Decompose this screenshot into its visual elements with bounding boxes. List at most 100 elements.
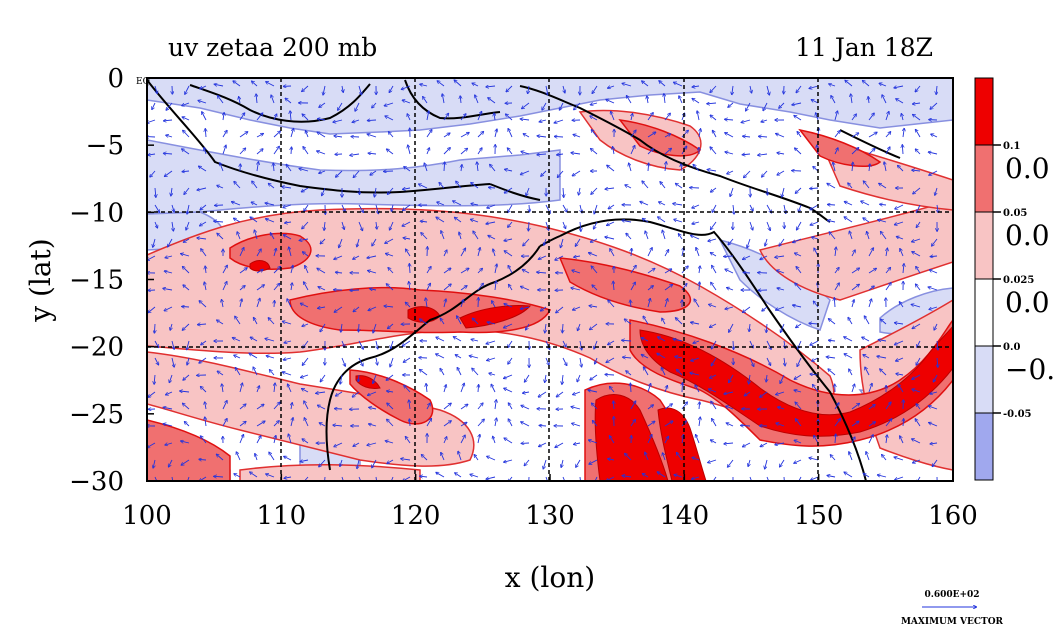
wind-vector-arrow: [441, 231, 445, 240]
wind-vector-arrow: [317, 269, 326, 274]
y-tick-label: −30: [69, 467, 124, 497]
wind-vector-arrow: [699, 282, 700, 291]
wind-vector-arrow: [376, 357, 377, 365]
wind-vector-arrow: [749, 374, 750, 383]
wind-vector-arrow: [795, 440, 802, 444]
wind-vector-arrow: [303, 357, 309, 365]
wind-vector-arrow: [386, 254, 394, 257]
wind-vector-arrow: [827, 475, 836, 477]
wind-vector-arrow: [784, 357, 785, 365]
wind-vector-arrow: [630, 401, 636, 410]
wind-vector-arrow: [643, 219, 649, 223]
wind-vector-arrow: [454, 80, 462, 87]
wind-vector-arrow: [795, 374, 802, 379]
wind-vector-arrow: [268, 318, 275, 325]
wind-vector-arrow: [912, 374, 921, 379]
wind-vector-arrow: [240, 299, 242, 308]
wind-vector-arrow: [386, 374, 394, 380]
wind-vector-arrow: [885, 132, 890, 138]
wind-vector-arrow: [318, 119, 326, 120]
wind-vector-arrow: [358, 221, 362, 230]
wind-vector-arrow: [273, 402, 280, 410]
wind-vector-arrow: [708, 459, 717, 463]
wind-vector-arrow: [403, 100, 411, 104]
wind-vector-arrow: [153, 459, 155, 468]
wind-vector-arrow: [674, 475, 683, 478]
wind-vector-arrow: [912, 252, 921, 257]
wind-vector-arrow: [250, 472, 258, 478]
wind-vector-arrow: [273, 114, 277, 121]
wind-vector-arrow: [217, 454, 224, 461]
wind-vector-arrow: [256, 249, 261, 257]
wind-vector-arrow: [631, 249, 632, 257]
wind-vector-arrow: [420, 476, 428, 477]
wind-vector-arrow: [868, 149, 875, 155]
wind-vector-arrow: [357, 459, 360, 468]
wind-vector-arrow: [573, 170, 581, 176]
wind-vector-arrow: [200, 85, 207, 89]
wind-vector-arrow: [420, 319, 428, 325]
wind-vector-arrow: [580, 204, 582, 212]
wind-vector-arrow: [558, 170, 564, 177]
wind-vector-arrow: [658, 217, 666, 223]
wind-vector-arrow: [354, 306, 360, 311]
wind-vector-arrow: [495, 129, 497, 138]
wind-vector-arrow: [571, 407, 581, 410]
wind-vector-arrow: [935, 187, 938, 195]
wind-vector-arrow: [657, 354, 666, 359]
wind-vector-arrow: [490, 165, 496, 172]
wind-vector-arrow: [423, 97, 428, 104]
wind-vector-arrow: [828, 369, 836, 376]
wind-vector-arrow: [274, 383, 275, 393]
wind-vector-arrow: [368, 271, 377, 274]
wind-vector-arrow: [562, 221, 565, 228]
wind-vector-arrow: [917, 221, 921, 227]
wind-vector-arrow: [578, 323, 581, 330]
wind-vector-arrow: [929, 406, 938, 410]
wind-vector-arrow: [710, 147, 717, 155]
wind-vector-arrow: [743, 306, 751, 312]
wind-vector-arrow: [885, 402, 891, 410]
wind-vector-arrow: [556, 306, 564, 313]
wind-vector-arrow: [254, 230, 258, 240]
wind-vector-arrow: [265, 339, 275, 342]
wind-vector-arrow: [473, 318, 479, 325]
wind-vector-arrow: [780, 459, 785, 467]
wind-vector-arrow: [358, 323, 359, 331]
wind-vector-arrow: [877, 356, 887, 358]
wind-vector-arrow: [154, 357, 158, 365]
wind-vector-arrow: [682, 435, 683, 444]
wind-vector-arrow: [256, 113, 262, 121]
wind-vector-arrow: [222, 131, 227, 138]
wind-vector-arrow: [486, 476, 496, 479]
wind-vector-arrow: [321, 374, 326, 381]
wind-vector-arrow: [287, 299, 292, 308]
wind-vector-arrow: [916, 130, 921, 138]
wind-vector-arrow: [182, 102, 190, 106]
wind-vector-arrow: [375, 204, 378, 213]
wind-vector-arrow: [408, 145, 411, 155]
wind-vector-arrow: [868, 435, 873, 444]
wind-vector-arrow: [250, 217, 258, 223]
wind-vector-arrow: [648, 164, 649, 172]
wind-vector-arrow: [455, 473, 462, 478]
wind-vector-arrow: [256, 404, 264, 410]
wind-vector-arrow: [810, 204, 819, 210]
wind-vector-arrow: [761, 442, 768, 446]
wind-vector-arrow: [544, 238, 546, 245]
wind-vector-arrow: [934, 323, 938, 330]
wind-vector-arrow: [495, 400, 496, 410]
wind-vector-arrow: [681, 284, 687, 291]
wind-vector-arrow: [810, 188, 819, 189]
wind-vector-arrow: [865, 316, 870, 325]
wind-vector-arrow: [728, 238, 734, 245]
wind-vector-arrow: [508, 129, 513, 138]
wind-vector-arrow: [341, 323, 342, 332]
wind-vector-arrow: [896, 99, 904, 104]
wind-vector-arrow: [521, 170, 530, 174]
wind-vector-arrow: [761, 120, 768, 122]
wind-vector-arrow: [154, 340, 158, 347]
wind-vector-arrow: [477, 132, 483, 138]
wind-vector-arrow: [237, 232, 241, 240]
wind-vector-arrow: [712, 419, 717, 427]
